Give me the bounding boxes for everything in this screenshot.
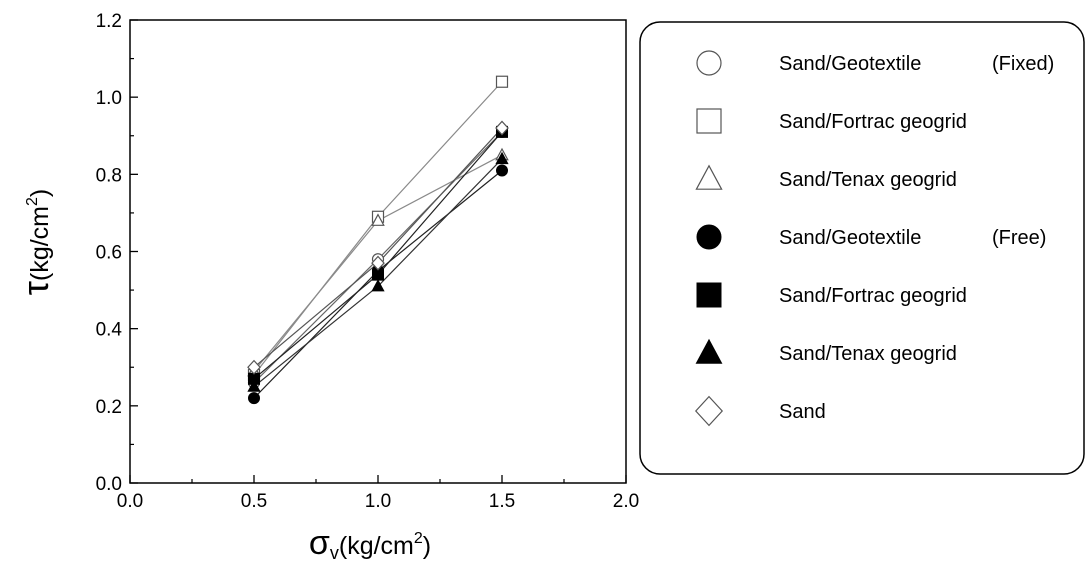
legend-item: Sand bbox=[694, 395, 826, 427]
legend-label: Sand/Tenax geogrid bbox=[779, 169, 957, 191]
legend-label: Sand/Fortrac geogrid bbox=[779, 111, 967, 133]
y-tick-label: 0.6 bbox=[96, 243, 122, 264]
data-point bbox=[247, 379, 261, 392]
x-axis-symbol: σ bbox=[309, 524, 330, 562]
data-point bbox=[495, 120, 509, 136]
x-tick-label: 1.0 bbox=[365, 491, 391, 512]
x-tick-label: 1.5 bbox=[489, 491, 515, 512]
series-line bbox=[253, 127, 503, 368]
y-tick-label: 1.2 bbox=[96, 11, 122, 32]
y-tick-label: 1.0 bbox=[96, 88, 122, 109]
data-point bbox=[247, 359, 261, 375]
series-line bbox=[253, 81, 503, 376]
y-axis-title: τ(kg/cm2) bbox=[15, 189, 56, 295]
legend: Sand/Geotextile (Fixed) Sand/Fortrac geogr… bbox=[639, 21, 1085, 475]
x-tick-label: 2.0 bbox=[613, 491, 639, 512]
legend-marker bbox=[695, 164, 723, 190]
data-point bbox=[248, 392, 260, 405]
legend-label: Sand/Geotextile bbox=[779, 227, 921, 249]
data-point bbox=[495, 151, 509, 165]
x-axis-unit-close: ) bbox=[423, 532, 431, 560]
legend-item: Sand/Tenax geogrid bbox=[695, 338, 957, 365]
data-point bbox=[371, 255, 385, 271]
legend-label: Sand bbox=[779, 401, 826, 423]
y-tick-label: 0.2 bbox=[96, 397, 122, 418]
y-axis-unit-exponent: 2 bbox=[24, 197, 41, 206]
legend-note: (Free) bbox=[992, 227, 1046, 249]
data-point bbox=[371, 279, 385, 292]
data-point bbox=[496, 164, 508, 177]
legend-marker bbox=[696, 224, 722, 250]
y-axis-unit-close: ) bbox=[26, 189, 54, 197]
data-point bbox=[372, 268, 384, 281]
legend-item: Sand/Fortrac geogrid bbox=[696, 282, 967, 308]
plot-frame bbox=[129, 19, 627, 484]
data-point bbox=[371, 213, 385, 226]
legend-marker bbox=[694, 395, 724, 427]
legend-item: Sand/Fortrac geogrid bbox=[696, 108, 967, 134]
y-tick-label: 0.8 bbox=[96, 165, 122, 186]
legend-marker bbox=[696, 108, 722, 134]
legend-label: Sand/Geotextile bbox=[779, 53, 921, 75]
x-axis-unit: (kg/cm bbox=[339, 532, 414, 560]
x-axis-title: σv(kg/cm2) bbox=[309, 524, 431, 563]
x-tick-label: 0.0 bbox=[117, 491, 143, 512]
y-axis-symbol: τ bbox=[15, 281, 56, 295]
legend-marker bbox=[696, 50, 722, 76]
legend-item: Sand/Tenax geogrid bbox=[695, 164, 957, 191]
x-axis-subscript: v bbox=[330, 543, 339, 563]
series-layer bbox=[247, 75, 509, 405]
y-tick-label: 0.4 bbox=[96, 320, 123, 341]
legend-entries: Sand/Geotextile (Fixed) Sand/Fortrac geogr… bbox=[694, 50, 1054, 427]
legend-note: (Fixed) bbox=[992, 53, 1054, 75]
legend-label: Sand/Fortrac geogrid bbox=[779, 285, 967, 307]
y-axis-unit: (kg/cm bbox=[26, 206, 54, 281]
x-tick-label: 0.5 bbox=[241, 491, 267, 512]
legend-marker bbox=[696, 282, 722, 308]
legend-box bbox=[639, 21, 1085, 475]
data-point bbox=[495, 75, 509, 88]
axis-ticks: 0.0 0.5 1.0 1.5 2.0 0.0 0.2 0.4 0.6 0.8 1.0 1.2 bbox=[96, 11, 640, 512]
legend-item: Sand/Geotextile (Fixed) bbox=[696, 50, 1054, 76]
legend-item: Sand/Geotextile (Free) bbox=[696, 224, 1046, 250]
y-tick-label: 0.0 bbox=[96, 474, 122, 495]
legend-label: Sand/Tenax geogrid bbox=[779, 343, 957, 365]
legend-marker bbox=[695, 338, 723, 364]
x-axis-unit-exponent: 2 bbox=[414, 530, 423, 547]
